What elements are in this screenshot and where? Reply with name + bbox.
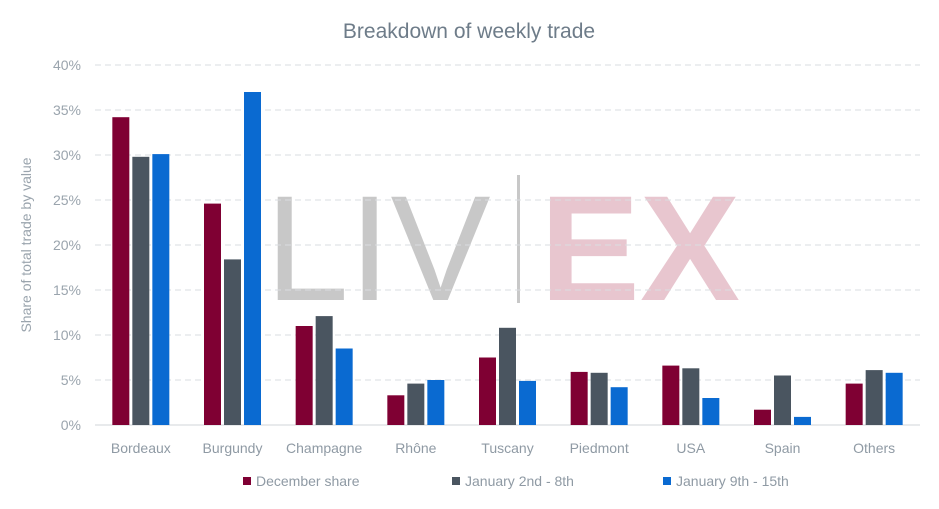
x-tick-label: USA — [676, 440, 705, 456]
legend-label: January 9th - 15th — [676, 473, 789, 489]
y-tick-label: 35% — [53, 102, 81, 118]
bar — [479, 357, 496, 425]
bar — [702, 398, 720, 425]
bar — [885, 372, 903, 425]
bar — [204, 203, 221, 425]
bar — [335, 348, 353, 425]
bar — [590, 372, 608, 425]
bar — [132, 156, 150, 426]
bar — [682, 368, 700, 425]
legend-label: December share — [256, 473, 360, 489]
legend-swatch — [663, 477, 671, 485]
watermark-divider — [517, 175, 520, 303]
bar — [152, 154, 170, 425]
y-tick-label: 20% — [53, 237, 81, 253]
bars — [112, 92, 903, 426]
x-tick-label: Champagne — [286, 440, 362, 456]
bar — [754, 409, 771, 425]
y-ticks: 0% 5% 10% 15% 20% 25% 30% 35% 40% — [53, 57, 81, 433]
bar — [794, 416, 811, 425]
x-tick-label: Others — [853, 440, 895, 456]
x-tick-label: Spain — [765, 440, 801, 456]
y-tick-label: 0% — [61, 417, 81, 433]
bar — [845, 383, 863, 425]
legend-label: January 2nd - 8th — [465, 473, 574, 489]
y-tick-label: 25% — [53, 192, 81, 208]
bar — [112, 117, 130, 425]
watermark-liv: LIV — [265, 164, 490, 332]
chart-title: Breakdown of weekly trade — [343, 20, 595, 43]
legend: December share January 2nd - 8th January 9… — [243, 473, 789, 489]
x-tick-label: Rhône — [395, 440, 436, 456]
y-tick-label: 30% — [53, 147, 81, 163]
y-tick-label: 15% — [53, 282, 81, 298]
bar — [295, 326, 313, 425]
y-tick-label: 5% — [61, 372, 81, 388]
bar — [865, 370, 883, 425]
bar — [774, 375, 791, 425]
liv-ex-watermark-logo: LIV EX — [265, 164, 740, 332]
x-tick-label: Bordeaux — [111, 440, 171, 456]
bar — [519, 380, 536, 425]
legend-swatch — [243, 477, 251, 485]
y-tick-label: 10% — [53, 327, 81, 343]
bar — [315, 316, 333, 425]
bar — [224, 259, 241, 425]
x-tick-label: Burgundy — [203, 440, 263, 456]
bar — [244, 92, 261, 425]
bar — [662, 365, 680, 425]
legend-swatch — [452, 477, 460, 485]
bar — [570, 371, 588, 425]
bar — [407, 383, 425, 425]
bar — [387, 395, 405, 425]
bar — [427, 380, 445, 425]
x-tick-label: Piedmont — [570, 440, 629, 456]
y-tick-label: 40% — [53, 57, 81, 73]
x-tick-label: Tuscany — [481, 440, 533, 456]
y-axis-label: Share of total trade by value — [18, 157, 34, 332]
x-ticks: Bordeaux Burgundy Champagne Rhône Tuscany Pie… — [111, 440, 895, 456]
bar — [499, 327, 516, 425]
bar — [610, 387, 628, 425]
watermark-ex: EX — [540, 164, 740, 332]
